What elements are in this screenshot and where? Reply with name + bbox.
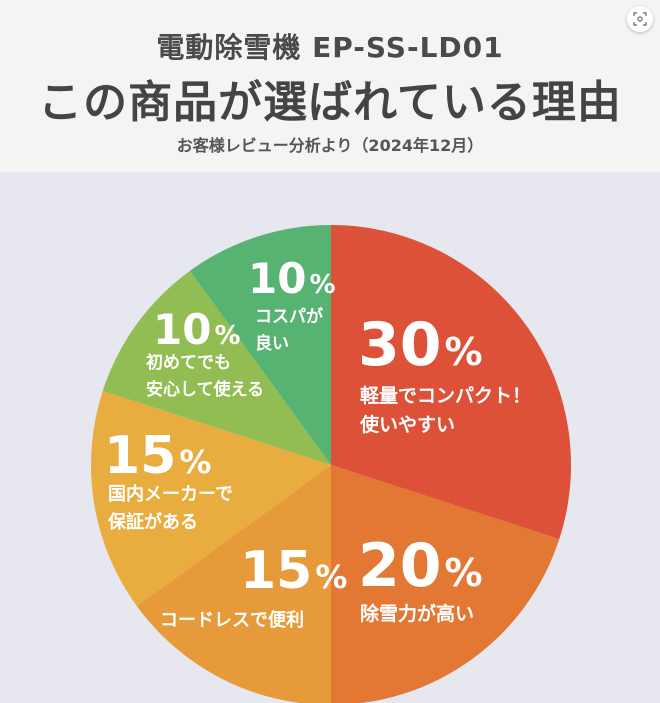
lens-icon (633, 12, 647, 26)
slice-3-percent: 15% (240, 541, 347, 601)
slice-6-percent: 10% (248, 254, 336, 303)
slice-4-label-line-2: 保証がある (107, 511, 198, 533)
pie-slice-4 (90, 390, 332, 607)
headline: この商品が選ばれている理由 (38, 77, 622, 128)
pie-slice-6 (189, 225, 331, 465)
slice-5-label-line-2: 安心して使える (146, 379, 264, 400)
slice-1-label-line-2: 使いやすい (359, 414, 455, 436)
slice-5-percent: 10% (153, 305, 241, 354)
lens-search-button[interactable] (627, 6, 653, 32)
slice-5-label-line-1: 初めてでも (146, 352, 231, 373)
pie-slice-3 (136, 465, 331, 703)
slice-2-percent: 20% (358, 531, 483, 601)
pie-slice-1 (331, 225, 571, 540)
subtitle: お客様レビュー分析より（2024年12月） (176, 136, 484, 155)
header: 電動除雪機 EP-SS-LD01 この商品が選ばれている理由 お客様レビュー分析… (0, 0, 660, 172)
slice-6-label-line-1: コスパが (255, 306, 323, 327)
slice-4-percent: 15% (104, 426, 211, 486)
slice-4-label-line-1: 国内メーカーで (108, 483, 233, 505)
slice-3-label-line-1: コードレスで便利 (160, 609, 304, 631)
product-name: 電動除雪機 EP-SS-LD01 (156, 31, 504, 64)
pie-slice-2 (331, 465, 560, 703)
slice-6-label-line-2: 良い (255, 333, 289, 354)
slice-1-percent: 30% (358, 310, 483, 380)
pie-slice-5 (102, 270, 332, 465)
slice-1-label-line-1: 軽量でコンパクト！ (360, 385, 531, 407)
slice-2-label-line-1: 除雪力が高い (360, 602, 474, 625)
